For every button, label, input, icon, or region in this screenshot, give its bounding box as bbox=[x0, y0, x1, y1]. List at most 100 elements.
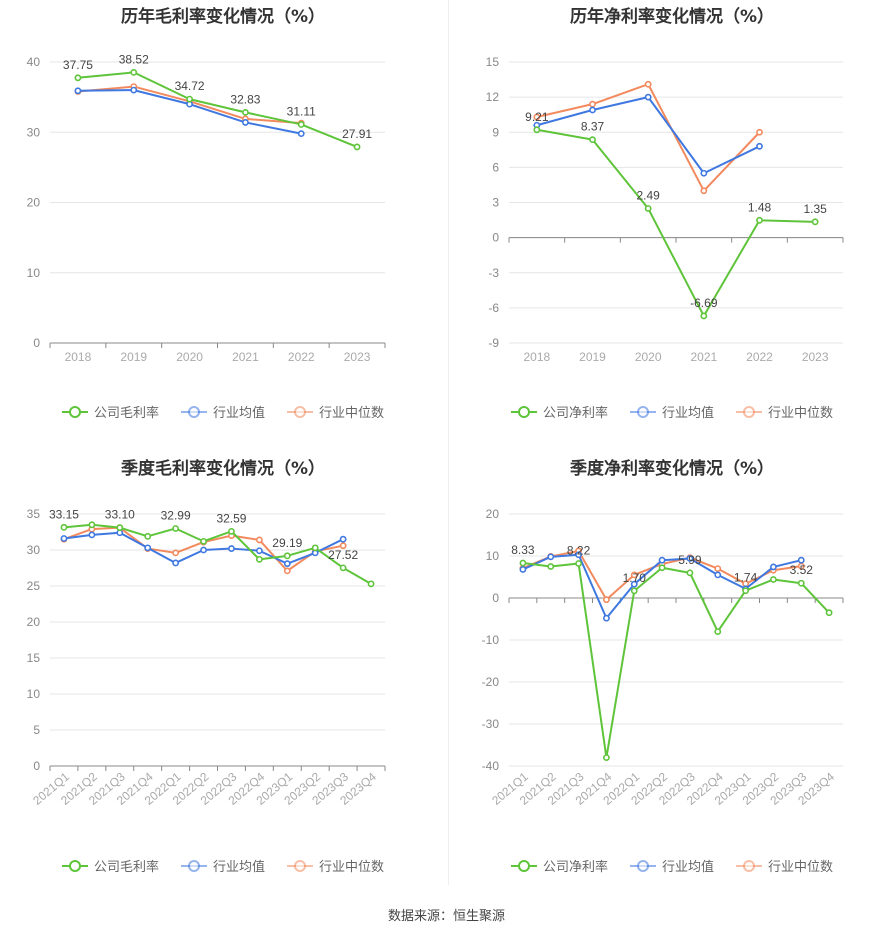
x-tick-label: 2023 bbox=[802, 350, 829, 364]
data-label: 5.99 bbox=[678, 553, 702, 567]
legend-item[interactable]: 行业中位数 bbox=[287, 856, 384, 875]
legend-marker-icon bbox=[736, 859, 762, 872]
legend-marker-icon bbox=[510, 859, 537, 872]
data-point bbox=[714, 628, 722, 635]
legend-item[interactable]: 公司净利率 bbox=[510, 856, 608, 875]
data-point bbox=[172, 525, 180, 532]
legend-item[interactable]: 公司毛利率 bbox=[61, 402, 159, 421]
quarterly-gross-margin-chart: 季度毛利率变化情况（%） 0 5 10 15 20 25 30 35 2021Q1 2021Q2 2… bbox=[0, 452, 446, 902]
legend-marker-icon bbox=[287, 405, 313, 418]
legend-item[interactable]: 行业均值 bbox=[180, 856, 265, 875]
data-point bbox=[630, 587, 638, 595]
data-point bbox=[644, 205, 652, 212]
data-point bbox=[797, 556, 805, 564]
data-point bbox=[770, 576, 777, 583]
data-point bbox=[353, 143, 361, 151]
y-tick-label: -10 bbox=[482, 633, 500, 647]
data-point bbox=[297, 121, 305, 128]
data-point bbox=[283, 560, 291, 568]
data-point bbox=[519, 559, 527, 567]
legend-item[interactable]: 行业中位数 bbox=[736, 856, 833, 875]
y-tick-label: 10 bbox=[486, 549, 500, 563]
chart-legend: 公司毛利率 行业均值 行业中位数 bbox=[0, 402, 446, 421]
data-point bbox=[797, 579, 805, 587]
data-point bbox=[297, 130, 305, 138]
data-point bbox=[825, 609, 833, 617]
data-point bbox=[686, 569, 694, 577]
chart-plot: 051015202530352021Q12021Q22021Q32021Q420… bbox=[27, 507, 386, 808]
data-point bbox=[644, 93, 652, 101]
data-point bbox=[533, 126, 541, 134]
chart-title: 季度毛利率变化情况（%） bbox=[120, 459, 326, 479]
y-tick-label: 25 bbox=[27, 579, 41, 593]
data-point bbox=[519, 566, 527, 573]
data-label: 1.74 bbox=[734, 571, 758, 585]
x-tick-label: 2023 bbox=[344, 350, 371, 364]
legend-marker-icon bbox=[629, 405, 656, 418]
y-tick-label: 20 bbox=[27, 196, 41, 210]
data-point bbox=[242, 108, 249, 116]
legend-label: 公司净利率 bbox=[542, 405, 608, 420]
legend-item[interactable]: 行业中位数 bbox=[736, 402, 833, 421]
data-point bbox=[589, 100, 596, 108]
data-point bbox=[714, 571, 722, 579]
legend-item[interactable]: 行业均值 bbox=[180, 402, 265, 421]
legend-item[interactable]: 公司净利率 bbox=[510, 402, 608, 421]
legend-item[interactable]: 行业均值 bbox=[629, 402, 714, 421]
legend-marker-icon bbox=[510, 405, 537, 418]
legend-marker-icon bbox=[287, 859, 313, 872]
data-point bbox=[547, 553, 555, 561]
x-tick-label: 2019 bbox=[120, 350, 147, 364]
legend-marker-icon bbox=[180, 405, 207, 418]
data-label: 1.35 bbox=[803, 202, 827, 216]
chart-plot: 0 10 20 30 40 2018 2019 2020 2021 2022 2023 37.75 38… bbox=[27, 52, 386, 364]
legend-label: 行业中位数 bbox=[319, 859, 385, 874]
legend-item[interactable]: 行业中位数 bbox=[287, 402, 384, 421]
data-point bbox=[255, 555, 263, 563]
y-tick-label: 9 bbox=[492, 125, 499, 139]
data-point bbox=[686, 555, 694, 562]
legend-item[interactable]: 行业均值 bbox=[629, 856, 714, 875]
data-point bbox=[339, 564, 347, 572]
x-tick-label: 2022 bbox=[288, 350, 315, 364]
data-point bbox=[644, 80, 652, 88]
y-tick-label: 10 bbox=[27, 266, 41, 280]
data-point bbox=[630, 571, 638, 579]
chart-title: 季度净利率变化情况（%） bbox=[569, 459, 775, 479]
data-point bbox=[144, 532, 152, 540]
data-point bbox=[186, 95, 193, 103]
data-point bbox=[74, 74, 82, 82]
data-label: 32.59 bbox=[216, 511, 246, 525]
y-tick-label: 0 bbox=[492, 231, 499, 245]
data-label: 8.22 bbox=[567, 543, 591, 557]
legend-label: 公司毛利率 bbox=[93, 405, 159, 420]
data-point bbox=[228, 527, 235, 535]
y-tick-label: -6 bbox=[488, 301, 499, 315]
data-point bbox=[533, 113, 541, 121]
data-label: 32.83 bbox=[230, 92, 260, 106]
x-tick-label: 2019 bbox=[579, 350, 606, 364]
data-label: 27.91 bbox=[342, 127, 372, 141]
chart-legend: 公司毛利率 行业均值 行业中位数 bbox=[0, 856, 446, 875]
data-point bbox=[283, 567, 291, 575]
data-point bbox=[575, 551, 582, 559]
data-point bbox=[603, 754, 610, 761]
legend-label: 公司净利率 bbox=[542, 859, 608, 874]
y-tick-label: 30 bbox=[27, 125, 41, 139]
data-point bbox=[116, 524, 124, 532]
data-point bbox=[228, 545, 235, 552]
data-point bbox=[700, 312, 708, 320]
data-point bbox=[658, 556, 666, 564]
data-point bbox=[255, 536, 263, 544]
legend-item[interactable]: 公司毛利率 bbox=[61, 856, 159, 875]
data-point bbox=[756, 216, 763, 224]
annual-net-margin-chart: 历年净利率变化情况（%） -9 -6 -3 0 3 6 9 12 15 2018 2019 2020 2… bbox=[449, 0, 893, 450]
data-label: 38.52 bbox=[119, 52, 149, 66]
data-point bbox=[172, 549, 180, 557]
data-point bbox=[144, 544, 152, 552]
data-point bbox=[130, 68, 138, 76]
data-point bbox=[742, 587, 749, 595]
annual-gross-margin-chart: 历年毛利率变化情况（%） 0 10 20 30 40 2018 2019 2020 2021 20… bbox=[0, 0, 446, 450]
series-line bbox=[536, 128, 816, 317]
panel-divider bbox=[448, 0, 449, 885]
